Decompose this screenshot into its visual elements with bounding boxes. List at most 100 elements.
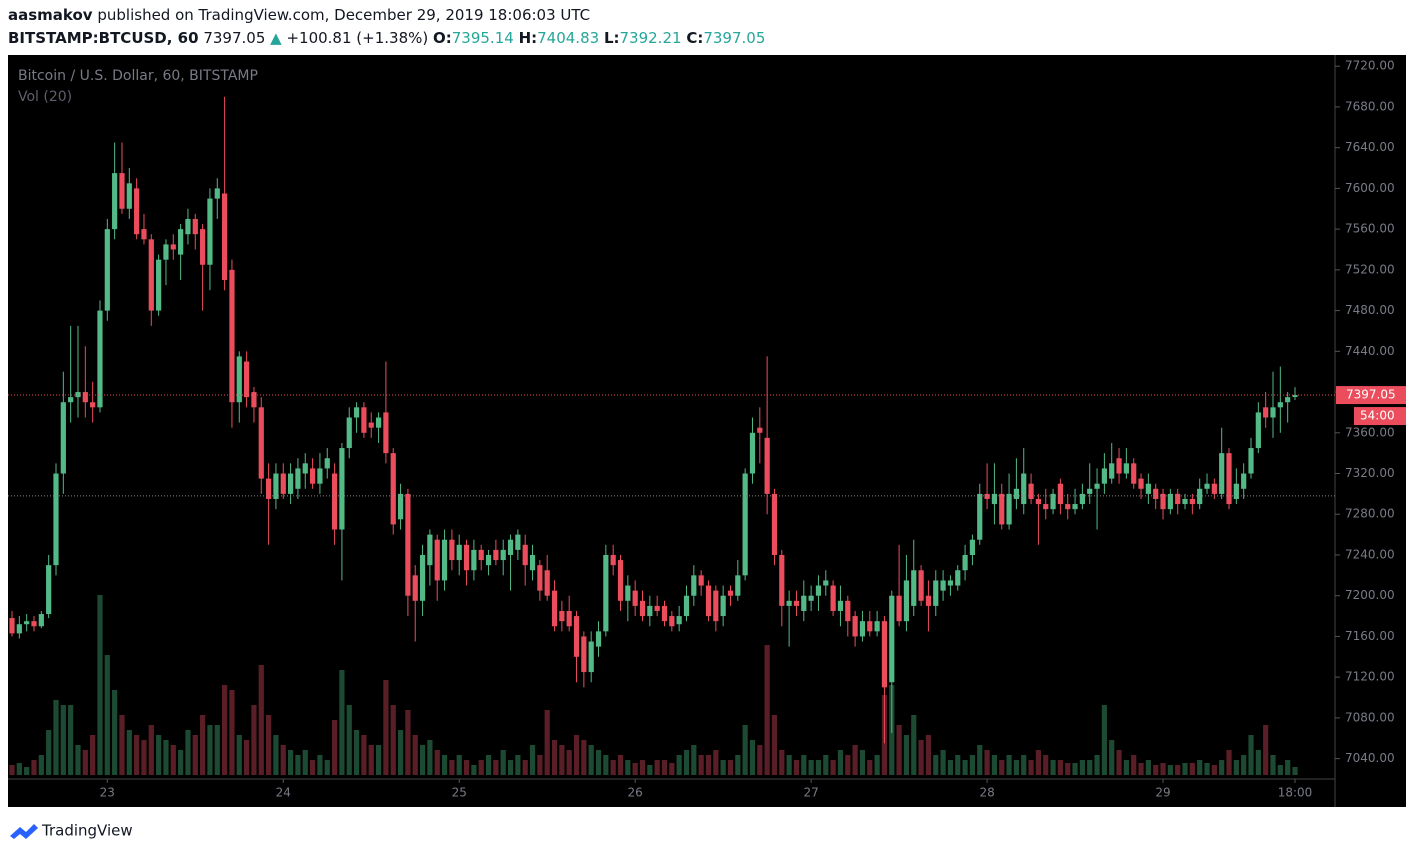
volume-bar (705, 755, 712, 775)
volume-bar (1263, 725, 1269, 775)
volume-bar (1043, 755, 1049, 775)
candle-body (258, 407, 264, 479)
volume-bar (1233, 760, 1239, 775)
candle-body (287, 473, 294, 494)
candle-body (251, 392, 257, 408)
candle-body (610, 554, 616, 566)
candle-body (493, 549, 499, 561)
candle-body (1050, 493, 1056, 510)
volume-bar (595, 750, 602, 775)
candle-body (368, 422, 374, 428)
candle-body (390, 453, 396, 525)
volume-bar (647, 765, 653, 775)
volume-bar (911, 715, 917, 775)
candle-body (881, 621, 888, 688)
volume-bar (793, 760, 800, 775)
low-label: L: (603, 29, 620, 47)
candle-body (1145, 483, 1151, 494)
candle-body (236, 356, 242, 403)
volume-bar (1197, 760, 1203, 775)
candle-body (683, 595, 690, 617)
x-tick-label: 24 (276, 786, 291, 800)
candle-body (896, 595, 902, 622)
volume-bar (463, 760, 470, 775)
volume-bar (60, 705, 66, 775)
volume-bar (1160, 763, 1166, 775)
volume-bar (419, 745, 426, 775)
volume-bar (984, 750, 990, 775)
volume-bar (339, 670, 345, 775)
y-tick-label: 7520.00 (1345, 262, 1395, 276)
volume-bar (112, 690, 118, 775)
volume-bar (266, 715, 272, 775)
candle-body (984, 493, 990, 499)
candle-body (119, 173, 125, 209)
volume-bar (207, 725, 213, 775)
volume-bar (757, 745, 763, 775)
volume-bar (1182, 763, 1188, 775)
candle-body (295, 468, 301, 489)
chart-background (8, 55, 1406, 807)
candle-body (537, 565, 543, 591)
candle-body (845, 600, 851, 622)
countdown-label: 54:00 (1360, 409, 1395, 423)
candle-body (1065, 504, 1071, 510)
candle-body (412, 575, 418, 601)
y-tick-label: 7360.00 (1345, 425, 1395, 439)
candle-body (837, 600, 844, 611)
candle-body (331, 473, 338, 530)
open: 7395.14 (451, 29, 514, 47)
candle-body (302, 463, 308, 474)
open-label: O: (433, 29, 452, 47)
volume-bar (639, 760, 646, 775)
candle-body (273, 473, 279, 499)
volume-bar (1226, 750, 1232, 775)
candle-body (764, 437, 770, 494)
volume-bar (1255, 750, 1261, 775)
candle-body (339, 448, 345, 530)
volume-bar (412, 735, 418, 775)
volume-bar (478, 760, 484, 775)
volume-bar (441, 755, 448, 775)
change: +100.81 (+1.38%) (286, 29, 429, 47)
candle-body (522, 544, 528, 566)
candle-body (529, 554, 536, 571)
volume-bar (90, 735, 96, 775)
volume-bar (676, 755, 682, 775)
volume-bar (1094, 755, 1100, 775)
candle-body (1109, 463, 1115, 479)
candle-body (911, 570, 917, 606)
volume-bar (156, 735, 162, 775)
candle-body (427, 534, 433, 566)
candle-body (148, 239, 154, 311)
volume-bar (544, 710, 550, 775)
symbol[interactable]: BITSTAMP:BTCUSD, 60 (8, 29, 199, 47)
candle-body (933, 580, 939, 606)
volume-bar (610, 760, 616, 775)
candle-body (1219, 453, 1225, 494)
volume-bar (1285, 760, 1291, 775)
candle-body (1072, 504, 1078, 510)
candle-body (163, 244, 169, 260)
candle-body (595, 631, 602, 647)
candle-body (757, 427, 763, 433)
y-tick-label: 7640.00 (1345, 140, 1395, 154)
volume-bar (353, 730, 360, 775)
volume-bar (500, 750, 506, 775)
volume-bar (346, 705, 352, 775)
candle-body (1160, 493, 1166, 510)
candle-body (991, 493, 998, 505)
candle-body (1175, 493, 1181, 505)
volume-bar (1167, 765, 1173, 775)
close: 7397.05 (703, 29, 766, 47)
candle-body (515, 534, 521, 550)
volume-bar (815, 760, 822, 775)
volume-bar (163, 740, 169, 775)
candle-body (1255, 412, 1261, 449)
candle-body (192, 218, 198, 235)
volume-bar (104, 655, 110, 775)
volume-bar (449, 760, 455, 775)
volume-bar (617, 755, 624, 775)
author: aasmakov (8, 6, 93, 24)
brand: TradingView (41, 822, 133, 840)
